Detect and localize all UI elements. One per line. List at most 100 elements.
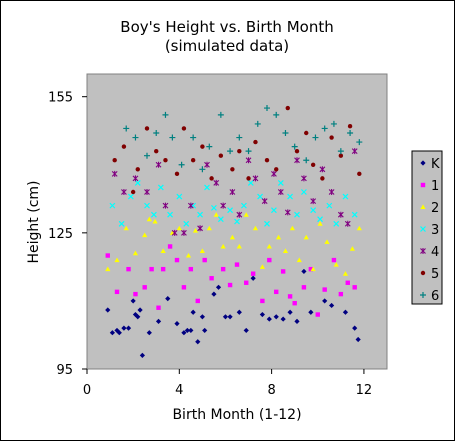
data-point [142, 285, 147, 290]
data-point [245, 157, 252, 164]
data-point [310, 162, 316, 167]
data-point [259, 264, 265, 269]
data-point [169, 134, 176, 141]
data-point [139, 352, 145, 358]
data-point [144, 126, 150, 131]
data-point [209, 276, 214, 281]
legend-label: 1 [431, 179, 439, 194]
data-point [250, 275, 256, 281]
data-point [114, 327, 120, 334]
legend-marker [420, 182, 426, 188]
data-point [285, 105, 290, 111]
legend-label: K [431, 157, 440, 172]
data-point [261, 198, 268, 205]
data-point [132, 175, 139, 182]
data-point [287, 294, 293, 299]
data-point [282, 130, 289, 136]
data-point [301, 268, 307, 275]
data-point [211, 291, 217, 297]
data-point [356, 139, 363, 146]
data-point [150, 211, 157, 218]
data-point [294, 318, 300, 324]
data-point [289, 225, 295, 231]
data-point [355, 336, 361, 343]
data-point [324, 239, 330, 244]
data-point [317, 221, 323, 226]
legend-marker [420, 160, 426, 166]
data-point [229, 234, 235, 240]
legend-label: 3 [431, 223, 439, 238]
data-point [130, 189, 136, 195]
data-point [310, 207, 317, 214]
data-point [329, 135, 334, 140]
data-point [266, 243, 272, 249]
data-point [330, 120, 337, 127]
data-point [202, 327, 208, 334]
data-point [296, 257, 302, 263]
data-point [132, 311, 139, 318]
data-point [301, 285, 307, 290]
data-point [155, 161, 162, 168]
data-point [274, 289, 279, 295]
data-point [244, 280, 249, 285]
data-point [247, 179, 254, 186]
data-point [328, 189, 335, 195]
x-tick-label: 8 [267, 383, 275, 398]
data-point [300, 189, 307, 195]
data-point [317, 216, 324, 223]
data-point [165, 296, 171, 302]
data-point [308, 309, 314, 315]
legend-item: 5 [420, 267, 439, 282]
data-point [240, 202, 247, 209]
data-point [280, 316, 286, 322]
data-point [264, 158, 270, 163]
legend-item: 2 [420, 201, 439, 216]
data-point [229, 189, 236, 195]
data-point [250, 271, 256, 276]
data-point [135, 314, 141, 320]
series-3 [109, 179, 358, 227]
data-point [352, 325, 358, 331]
data-point [195, 339, 201, 345]
data-point [338, 153, 344, 158]
data-point [337, 148, 344, 155]
data-point [273, 111, 280, 118]
legend-item: K [420, 157, 440, 172]
legend-marker [420, 226, 426, 232]
data-point [284, 209, 291, 216]
data-point [310, 266, 316, 272]
data-point [197, 225, 203, 232]
data-point [301, 175, 307, 182]
data-point [303, 234, 309, 240]
data-point [294, 148, 300, 154]
data-point [352, 285, 357, 290]
data-point [206, 143, 213, 150]
legend-item: 1 [420, 179, 439, 194]
data-point [199, 248, 205, 253]
data-point [260, 298, 265, 304]
legend-item: 6 [420, 289, 439, 304]
data-point [243, 327, 249, 334]
data-point [162, 111, 169, 118]
data-point [204, 184, 210, 191]
data-point [105, 307, 111, 313]
data-point [270, 207, 277, 214]
data-point [287, 309, 293, 315]
data-point [266, 316, 272, 322]
data-point [322, 298, 328, 304]
data-point [274, 167, 279, 172]
data-point [280, 269, 286, 274]
legend-label: 5 [431, 267, 439, 282]
data-point [197, 211, 204, 218]
data-point [171, 229, 178, 236]
data-point [160, 266, 166, 272]
data-point [195, 298, 200, 304]
data-point [331, 257, 337, 263]
legend-marker [420, 292, 426, 298]
data-point [227, 207, 234, 214]
y-axis-label: Height (cm) [26, 181, 42, 264]
data-point [322, 287, 327, 292]
data-point [190, 134, 197, 141]
data-point [273, 314, 279, 320]
